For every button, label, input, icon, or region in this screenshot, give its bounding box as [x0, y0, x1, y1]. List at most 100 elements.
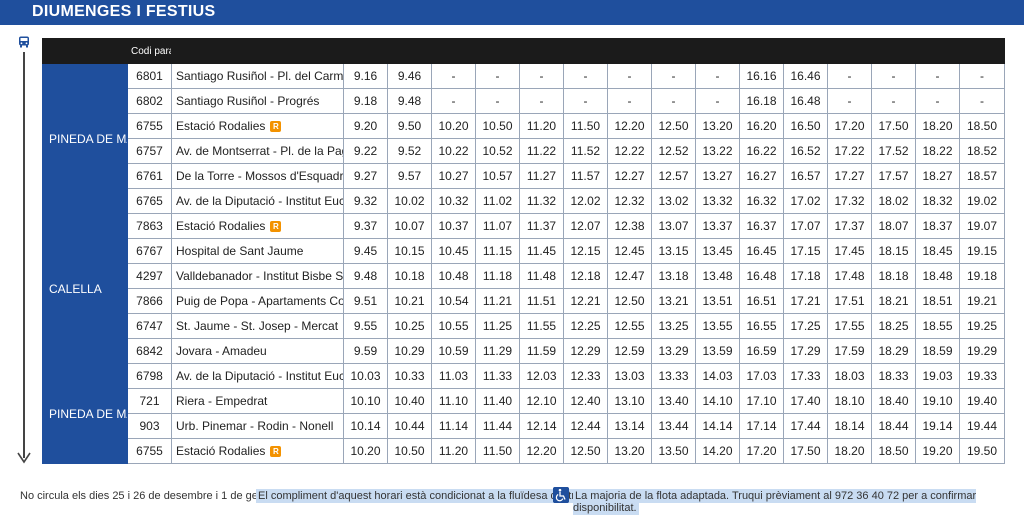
table-row: 6755 Estació Rodalies R 9.20 9.50 10.20 10.50 1… [43, 113, 1005, 139]
departure-time: 18.32 [915, 188, 960, 214]
stop-name: Puig de Popa - Apartaments Codina [176, 294, 343, 308]
stop-code: 6801 [127, 63, 172, 89]
table-row: 903 Urb. Pinemar - Rodin - Nonell 10.14 10.… [43, 413, 1005, 439]
code-header: Codi parada [127, 38, 172, 64]
departure-time: 9.48 [387, 88, 432, 114]
departure-time: 17.32 [827, 188, 872, 214]
departure-time: 18.40 [871, 388, 916, 414]
departure-time: 13.59 [695, 338, 740, 364]
departure-time: 12.15 [563, 238, 608, 264]
zone-label: CALELLA [42, 213, 128, 364]
departure-time: 17.03 [739, 363, 784, 389]
stop-name-cell: Puig de Popa - Apartaments Codina [171, 288, 344, 314]
departure-time: 18.50 [959, 113, 1005, 139]
departure-time: 12.45 [607, 238, 652, 264]
header-blank [42, 38, 128, 64]
departure-time: 12.27 [607, 163, 652, 189]
departure-time: 9.51 [343, 288, 388, 314]
zone-label: PINEDA DE MAR [42, 63, 128, 214]
departure-time: 17.40 [783, 388, 828, 414]
departure-time: 16.48 [783, 88, 828, 114]
departure-time: 16.16 [739, 63, 784, 89]
departure-time: 17.22 [827, 138, 872, 164]
departure-time: - [607, 88, 652, 114]
departure-time: - [563, 63, 608, 89]
header-fill [171, 38, 1005, 64]
down-arrow-icon [17, 452, 31, 464]
departure-time: 18.52 [959, 138, 1005, 164]
stop-name-cell: Estació Rodalies R [171, 213, 344, 239]
departure-time: 19.25 [959, 313, 1005, 339]
departure-time: 13.20 [607, 438, 652, 464]
departure-time: 12.44 [563, 413, 608, 439]
departure-time: 11.25 [475, 313, 520, 339]
departure-time: 12.38 [607, 213, 652, 239]
departure-time: 18.14 [827, 413, 872, 439]
departure-time: 14.03 [695, 363, 740, 389]
departure-time: 11.14 [431, 413, 476, 439]
departure-time: 17.33 [783, 363, 828, 389]
footer-traffic-note: El compliment d'aquest horari està condi… [256, 489, 604, 503]
table-row: 7866 Puig de Popa - Apartaments Codina9.5… [43, 288, 1005, 314]
departure-time: 11.33 [475, 363, 520, 389]
departure-time: 12.18 [563, 263, 608, 289]
departure-time: 9.27 [343, 163, 388, 189]
departure-time: 11.51 [519, 288, 564, 314]
departure-time: 13.50 [651, 438, 696, 464]
stop-code: 6757 [127, 138, 172, 164]
departure-time: 9.32 [343, 188, 388, 214]
departure-time: 12.47 [607, 263, 652, 289]
departure-time: 13.25 [651, 313, 696, 339]
stop-name: Av. de la Diputació - Institut Euclides [176, 194, 343, 208]
table-row: 4297 Valldebanador - Institut Bisbe Sivil… [43, 263, 1005, 289]
departure-time: 12.40 [563, 388, 608, 414]
departure-time: 12.29 [563, 338, 608, 364]
departure-time: 16.48 [739, 263, 784, 289]
departure-time: 19.07 [959, 213, 1005, 239]
bus-icon [19, 36, 29, 48]
departure-time: 10.10 [343, 388, 388, 414]
departure-time: 19.40 [959, 388, 1005, 414]
departure-time: 19.10 [915, 388, 960, 414]
departure-time: 19.15 [959, 238, 1005, 264]
stop-name-cell: Hospital de Sant Jaume [171, 238, 344, 264]
departure-time: 18.27 [915, 163, 960, 189]
table-row: 6767 Hospital de Sant Jaume 9.45 10.15 10.45… [43, 238, 1005, 264]
departure-time: 17.18 [783, 263, 828, 289]
departure-time: 13.03 [607, 363, 652, 389]
departure-time: 13.22 [695, 138, 740, 164]
departure-time: 19.33 [959, 363, 1005, 389]
departure-time: 10.57 [475, 163, 520, 189]
departure-time: 18.21 [871, 288, 916, 314]
stop-code: 6747 [127, 313, 172, 339]
footer-accessibility-text: La majoria de la flota adaptada. Truqui … [573, 489, 977, 515]
departure-time: 16.22 [739, 138, 784, 164]
departure-time: 17.57 [871, 163, 916, 189]
departure-time: 17.02 [783, 188, 828, 214]
stop-code: 7866 [127, 288, 172, 314]
departure-time: 14.20 [695, 438, 740, 464]
stop-name-cell: Santiago Rusiñol - Pl. del Carme [171, 63, 344, 89]
departure-time: 12.32 [607, 188, 652, 214]
table-row: 6757 Av. de Montserrat - Pl. de la Pagesi… [43, 138, 1005, 164]
departure-time: - [695, 88, 740, 114]
departure-time: 10.50 [387, 438, 432, 464]
departure-time: 12.50 [563, 438, 608, 464]
departure-time: 10.29 [387, 338, 432, 364]
stop-name-cell: Estació Rodalies R [171, 113, 344, 139]
departure-time: 13.45 [695, 238, 740, 264]
stop-code: 6765 [127, 188, 172, 214]
departure-time: 17.25 [783, 313, 828, 339]
stop-code: 6755 [127, 113, 172, 139]
departure-time: 17.15 [783, 238, 828, 264]
stop-name: Estació Rodalies [176, 219, 266, 233]
departure-time: 11.03 [431, 363, 476, 389]
table-row: 721 Riera - Empedrat 10.10 10.40 11.10 11.40 1… [43, 388, 1005, 414]
departure-time: 9.37 [343, 213, 388, 239]
departure-time: 12.25 [563, 313, 608, 339]
departure-time: - [827, 88, 872, 114]
stop-code: 6755 [127, 438, 172, 464]
stop-code: 903 [127, 413, 172, 439]
departure-time: 18.07 [871, 213, 916, 239]
departure-time: 13.10 [607, 388, 652, 414]
